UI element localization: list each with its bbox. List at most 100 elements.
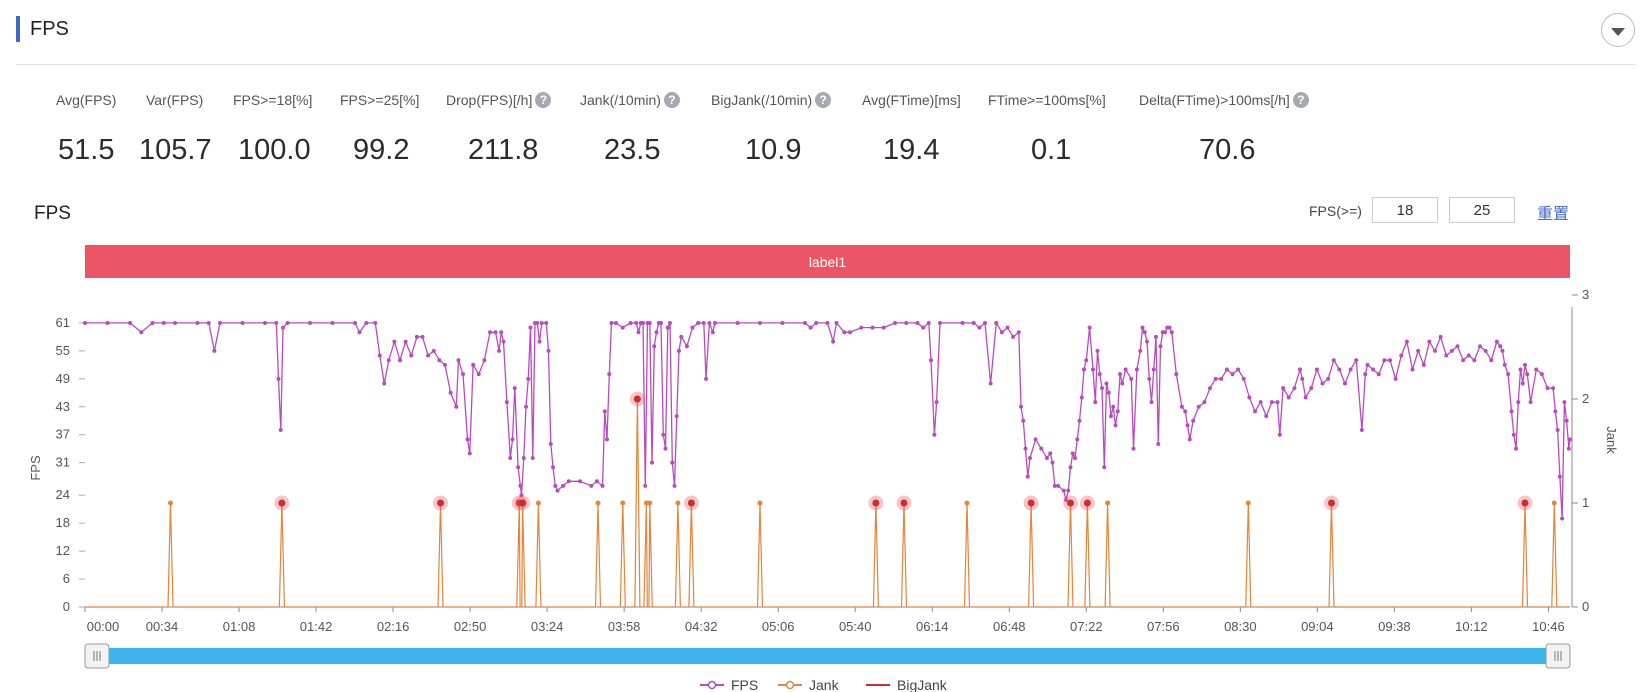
- x-tick-label: 01:42: [300, 619, 333, 634]
- jank-point: [168, 500, 173, 506]
- fps-point: [893, 320, 897, 325]
- fps-point: [1528, 400, 1533, 405]
- fps-point: [1444, 353, 1449, 358]
- stat-value: 0.1: [1031, 134, 1072, 166]
- fps-threshold-input-2[interactable]: [1449, 197, 1515, 223]
- fps-point: [308, 320, 312, 325]
- x-tick-label: 07:56: [1147, 619, 1180, 634]
- fps-point: [1202, 400, 1207, 405]
- fps-point: [1196, 404, 1201, 409]
- help-icon[interactable]: ?: [815, 92, 832, 108]
- fps-point: [921, 325, 926, 330]
- fps-point: [1560, 516, 1565, 521]
- fps-point: [934, 400, 939, 405]
- fps-point: [1359, 428, 1364, 433]
- fps-point: [1075, 437, 1080, 442]
- jank-point: [964, 500, 970, 506]
- stat-label-text: FPS>=18[%]: [233, 92, 313, 108]
- fps-point: [539, 320, 544, 325]
- fps-point: [870, 325, 875, 330]
- fps-point: [1520, 381, 1525, 386]
- fps-point: [977, 325, 982, 330]
- help-icon[interactable]: ?: [663, 92, 680, 108]
- fps-point: [1281, 386, 1286, 391]
- fps-point: [1564, 418, 1569, 423]
- fps-point: [1416, 348, 1421, 353]
- x-tick-label: 08:30: [1224, 619, 1257, 634]
- fps-point: [1140, 325, 1145, 330]
- fps-point: [353, 320, 357, 325]
- fps-point: [1551, 386, 1556, 391]
- fps-point: [1167, 325, 1172, 330]
- fps-point: [1320, 381, 1325, 386]
- fps-point: [1303, 395, 1308, 400]
- stat-label-text: Jank(/10min): [580, 92, 661, 108]
- fps-point: [499, 330, 504, 335]
- label-band[interactable]: [85, 245, 1570, 278]
- fps-point: [1376, 372, 1381, 377]
- fps-point: [471, 362, 476, 367]
- fps-threshold-input-1[interactable]: [1372, 197, 1438, 223]
- y-tick-label: 55: [56, 343, 70, 358]
- fps-point: [1410, 367, 1415, 372]
- fps-point: [1427, 339, 1432, 344]
- fps-point: [357, 330, 362, 335]
- collapse-button[interactable]: [1601, 13, 1635, 47]
- stat-label: Var(FPS): [146, 92, 203, 108]
- help-icon[interactable]: ?: [1292, 92, 1309, 108]
- zoom-scrollbar[interactable]: [99, 648, 1556, 664]
- fps-point: [1461, 358, 1466, 363]
- fps-point: [1163, 330, 1167, 335]
- fps-point: [454, 404, 459, 409]
- fps-point: [1118, 372, 1122, 377]
- x-tick-label: 01:08: [223, 619, 256, 634]
- fps-point: [1120, 381, 1125, 386]
- stat-label: Jank(/10min)?: [580, 92, 680, 108]
- fps-point: [537, 339, 542, 344]
- fps-point: [512, 386, 517, 391]
- x-tick-label: 09:04: [1301, 619, 1334, 634]
- jank-point: [647, 500, 653, 506]
- fps-point: [1183, 409, 1188, 414]
- x-tick-label: 02:16: [377, 619, 410, 634]
- fps-point: [661, 432, 666, 437]
- help-icon[interactable]: ?: [535, 92, 552, 108]
- stat-label: Avg(FTime)[ms]: [862, 92, 961, 108]
- title-accent-bar: [16, 16, 20, 42]
- fps-point: [218, 320, 222, 325]
- fps-point: [1023, 446, 1028, 451]
- fps-point: [1472, 358, 1477, 363]
- fps-point: [1348, 367, 1353, 372]
- fps-point: [240, 320, 245, 325]
- fps-point: [398, 358, 402, 363]
- fps-point: [831, 339, 836, 344]
- stat-label-text: Avg(FPS): [56, 92, 117, 108]
- fps-point: [1466, 353, 1471, 358]
- fps-point: [456, 358, 461, 363]
- y-tick-label: 6: [63, 571, 70, 586]
- fps-point: [1113, 423, 1118, 428]
- big-jank-point: [519, 499, 527, 507]
- fps-point: [1264, 414, 1269, 419]
- stat-label: Avg(FPS): [56, 92, 116, 108]
- fps-point: [1100, 386, 1104, 391]
- fps-point: [654, 330, 659, 335]
- page-title: FPS: [30, 18, 69, 40]
- fps-point: [195, 320, 200, 325]
- stat-value: 19.4: [883, 134, 940, 166]
- fps-point: [535, 320, 540, 325]
- fps-point: [437, 358, 442, 363]
- fps-point: [1077, 418, 1082, 423]
- stat-label: Drop(FPS)[/h]?: [446, 92, 552, 108]
- reset-button[interactable]: 重置: [1537, 206, 1570, 223]
- y-tick-label: 0: [63, 599, 70, 614]
- fps-point: [960, 320, 965, 325]
- jank-point: [1245, 500, 1251, 506]
- stat-value: 100.0: [238, 134, 311, 166]
- big-jank-point: [437, 499, 444, 507]
- jank-point: [1105, 500, 1111, 506]
- fps-point: [1106, 390, 1111, 395]
- fps-point: [1064, 497, 1068, 502]
- fps-point: [1068, 465, 1073, 470]
- fps-point: [1568, 437, 1572, 442]
